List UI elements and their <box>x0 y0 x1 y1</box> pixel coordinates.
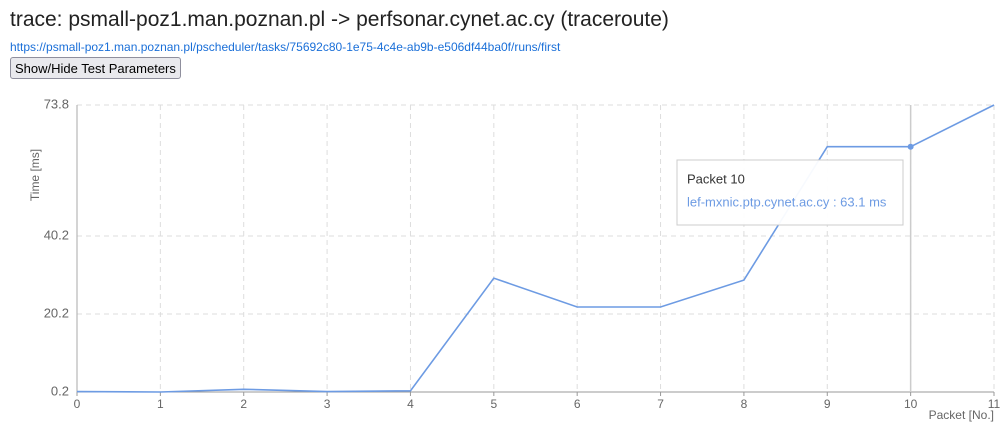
x-tick-label: 9 <box>824 397 831 411</box>
run-link[interactable]: https://psmall-poz1.man.poznan.pl/psched… <box>10 40 561 54</box>
y-tick-label: 73.8 <box>44 96 69 111</box>
tooltip-box <box>676 159 904 226</box>
x-tick-label: 1 <box>157 397 164 411</box>
y-tick-label: 0.2 <box>51 383 69 398</box>
x-tick-label: 4 <box>407 397 414 411</box>
y-tick-label: 20.2 <box>44 305 69 320</box>
tooltip-title: Packet 10 <box>687 171 745 186</box>
x-tick-label: 6 <box>574 397 581 411</box>
toggle-parameters[interactable]: Show/Hide Test Parameters <box>10 57 181 79</box>
x-tick-label: 7 <box>657 397 664 411</box>
x-tick-label: 5 <box>490 397 497 411</box>
x-axis-label: Packet [No.] <box>929 408 994 422</box>
tooltip-text: lef-mxnic.ptp.cynet.ac.cy : 63.1 ms <box>687 194 887 209</box>
x-tick-label: 3 <box>324 397 331 411</box>
x-tick-label: 10 <box>904 397 918 411</box>
x-tick-label: 2 <box>240 397 247 411</box>
tooltip: Packet 10 lef-mxnic.ptp.cynet.ac.cy : 63.… <box>676 159 904 226</box>
y-tick-label: 40.2 <box>44 227 69 242</box>
y-axis-label: Time [ms] <box>28 149 42 201</box>
x-tick-label: 8 <box>741 397 748 411</box>
header: trace: psmall-poz1.man.poznan.pl -> perf… <box>10 0 669 79</box>
series-line <box>76 104 995 393</box>
hover-point <box>907 143 914 150</box>
x-tick-label: 0 <box>74 397 81 411</box>
page-title: trace: psmall-poz1.man.poznan.pl -> perf… <box>10 8 669 31</box>
x-tick-label: 11 <box>988 397 1000 411</box>
